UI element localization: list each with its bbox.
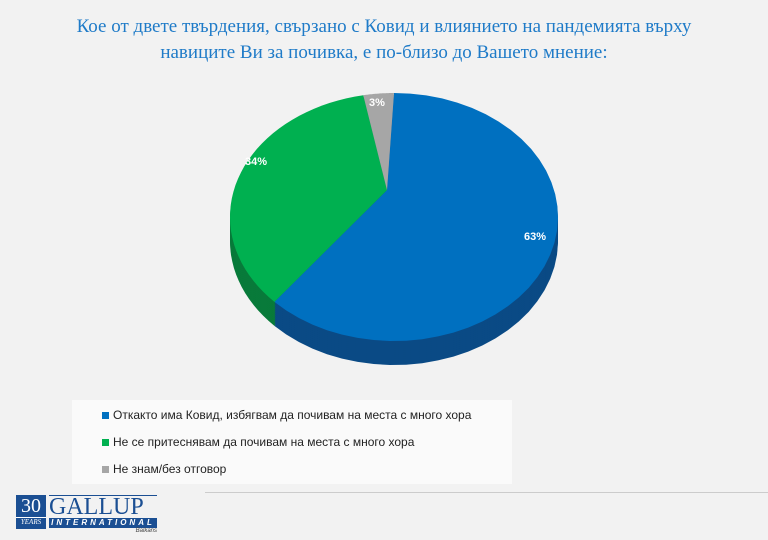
legend-item: Не знам/без отговор <box>102 462 226 476</box>
logo-brand: GALLUP <box>49 495 157 519</box>
legend-swatch <box>102 465 109 473</box>
pie-slice <box>230 95 387 302</box>
legend: Откакто има Ковид, избягвам да почивам н… <box>72 400 512 484</box>
gallup-logo: 30 YEARS GALLUP INTERNATIONAL Balkans <box>16 495 157 534</box>
legend-swatch <box>102 411 109 419</box>
data-label: 34% <box>245 156 267 168</box>
pie-chart: 63% 34% 3% <box>230 93 558 365</box>
title-line-1: Кое от двете твърдения, свързано с Ковид… <box>76 16 692 37</box>
legend-label: Откакто има Ковид, избягвам да почивам н… <box>113 408 472 422</box>
pie-slice <box>274 93 558 341</box>
logo-sub: INTERNATIONAL <box>49 518 157 528</box>
legend-item: Откакто има Ковид, избягвам да почивам н… <box>102 408 471 422</box>
chart-title: Кое от двете твърдения, свързано с Ковид… <box>0 14 768 66</box>
legend-item: Не се притеснявам да почивам на места с … <box>102 435 414 449</box>
pie-slice <box>363 93 394 190</box>
years-badge: 30 YEARS <box>16 495 46 529</box>
logo-region: Balkans <box>135 528 157 534</box>
legend-swatch <box>102 438 109 446</box>
legend-label: Не знам/без отговор <box>113 462 227 476</box>
data-label: 63% <box>524 231 546 243</box>
title-line-2: навиците Ви за почивка, е по-близо до Ва… <box>160 42 608 63</box>
data-label: 3% <box>369 97 385 109</box>
legend-label: Не се притеснявам да почивам на места с … <box>113 435 415 449</box>
divider <box>205 492 768 493</box>
